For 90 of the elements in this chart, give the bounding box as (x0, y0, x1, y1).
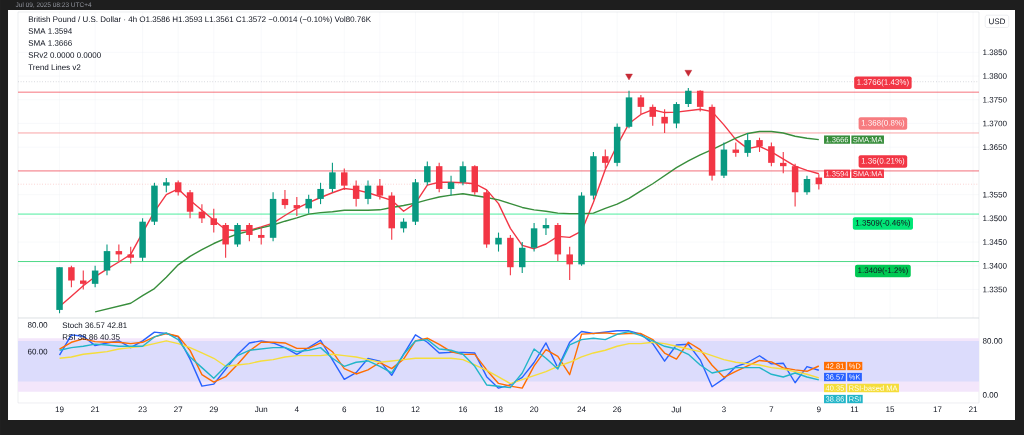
x-tick-label: 9 (816, 406, 821, 413)
candlestick (376, 178, 384, 200)
x-tick-label: 18 (494, 406, 503, 413)
ref-line-label: 1.36(0.21%) (861, 157, 905, 166)
y-tick-label: 1.3550 (983, 191, 1007, 198)
y-tick-label: 1.3650 (983, 144, 1007, 151)
candlestick (269, 191, 277, 242)
annotation: Trend Lines v2 (28, 64, 81, 71)
candlestick (744, 132, 751, 158)
y-axis-title: USD (989, 18, 1006, 25)
x-tick-label: 4 (294, 406, 299, 413)
candlestick (768, 141, 775, 167)
candlestick (364, 179, 372, 205)
x-tick-label: 6 (342, 406, 347, 413)
candlestick (210, 208, 218, 234)
x-tick-label: 11 (850, 406, 859, 413)
candlestick (352, 179, 360, 208)
candlestick (459, 160, 467, 186)
candlestick (151, 182, 158, 226)
candlestick (91, 265, 99, 288)
ref-line-label: 1.3509(-0.46%) (855, 219, 910, 228)
candlestick (530, 222, 538, 253)
candlestick (803, 175, 811, 196)
annotation: SRv2 0.0000 0.0000 (28, 52, 101, 58)
candlestick (305, 194, 312, 215)
x-tick-label: Jul (671, 406, 682, 413)
x-tick-label: 16 (459, 406, 468, 413)
candlestick (590, 151, 597, 200)
y-tick-label: 1.3750 (983, 96, 1007, 103)
candlestick (578, 191, 585, 267)
y2-tick-label: 0.00 (982, 392, 998, 398)
x-tick-label: 10 (376, 406, 385, 413)
x-tick-label: Jun (254, 406, 268, 413)
candlestick (483, 189, 490, 249)
candlestick (103, 243, 111, 276)
candlestick (317, 182, 324, 205)
x-tick-label: 3 (722, 406, 726, 413)
x-tick-label: 12 (411, 406, 420, 413)
y-tick-label: 1.3800 (983, 73, 1007, 79)
y-tick-label: 1.3350 (983, 286, 1007, 293)
candlestick (329, 162, 336, 193)
candlestick (80, 270, 87, 291)
candlestick (56, 266, 63, 314)
x-tick-label: 23 (138, 406, 147, 413)
candlestick (720, 141, 728, 179)
candlestick (281, 189, 289, 210)
candlestick (613, 122, 621, 167)
x-tick-label: 20 (530, 406, 539, 413)
candlestick (412, 178, 419, 226)
annotation: SMA 1.3594 (28, 28, 72, 34)
annotation: Stoch 36.57 42.81 (62, 322, 127, 329)
x-tick-label: 21 (91, 406, 100, 413)
x-tick-label: 27 (174, 406, 183, 413)
candlestick (507, 234, 514, 276)
candlestick (234, 222, 241, 248)
candlestick (68, 265, 75, 288)
y-tick-label: 1.3700 (983, 120, 1007, 127)
x-tick-label: 24 (577, 406, 586, 413)
candlestick (554, 222, 562, 262)
y-tick-label: 1.3400 (983, 262, 1007, 269)
y-tick-label: 1.3450 (983, 239, 1007, 245)
candlestick (602, 149, 609, 170)
y-tick-label: 1.3850 (983, 49, 1007, 56)
x-tick-label: 17 (933, 406, 942, 413)
candlestick (139, 217, 146, 262)
x-tick-label: 29 (209, 406, 218, 413)
candlestick (673, 101, 680, 129)
y-tick-label: 60.00 (27, 348, 48, 355)
ref-line-label: 1.3409(-1.2%) (858, 267, 908, 275)
candlestick (625, 90, 633, 129)
x-tick-label: 26 (613, 406, 622, 413)
candlestick (518, 241, 526, 274)
candlestick (222, 222, 229, 259)
x-tick-label: 19 (55, 406, 64, 413)
y-tick-label: 1.3500 (983, 215, 1007, 222)
candlestick (566, 246, 573, 281)
x-tick-label: 21 (969, 406, 978, 413)
ref-line-label: 1.368(0.8%) (861, 119, 905, 128)
candlestick (424, 160, 431, 186)
candlestick (246, 222, 253, 242)
candlestick (388, 191, 395, 241)
candlestick (685, 87, 692, 108)
candlestick (495, 232, 502, 253)
x-tick-label: 15 (886, 406, 895, 413)
ref-line-label: 1.3766(1.43%) (857, 79, 909, 87)
candlestick (447, 175, 455, 197)
annotation: SMA 1.3666 (28, 40, 72, 46)
annotation: British Pound / U.S. Dollar · 4h O1.3586 H1.3593 L1.3561 C1.3572 −0.0014 (−0.10%) Vol80.76K (28, 16, 371, 24)
x-tick-label: 7 (769, 406, 774, 413)
candlestick (186, 189, 194, 219)
